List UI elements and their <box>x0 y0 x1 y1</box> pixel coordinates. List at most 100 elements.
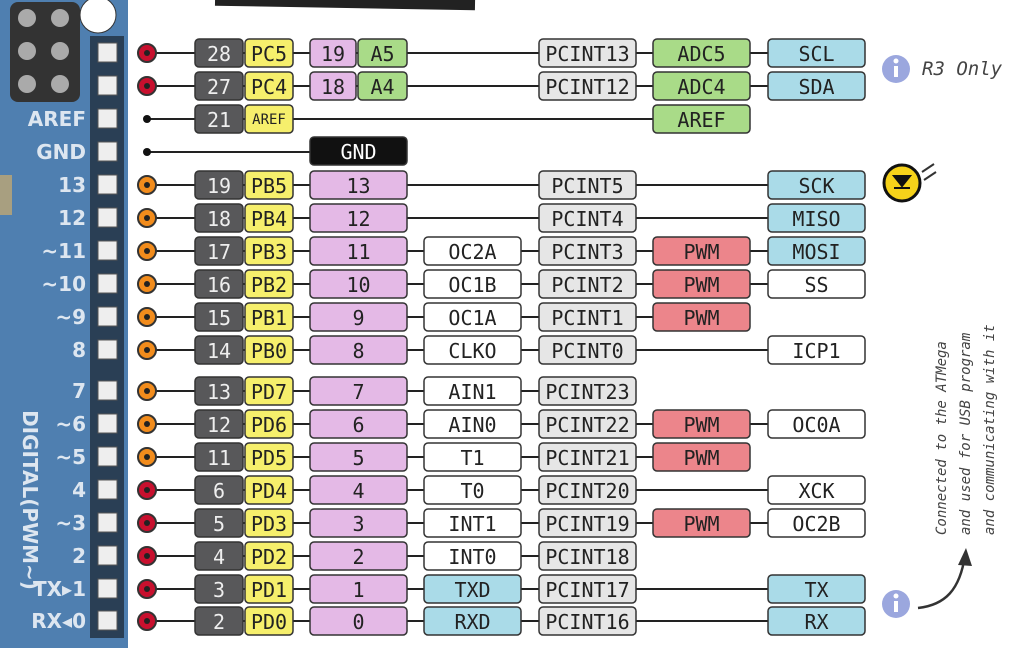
pcint-box <box>538 606 637 636</box>
pcint-label: PCINT2 <box>551 273 623 297</box>
port-label: PB0 <box>251 339 287 363</box>
pcint-box <box>538 574 637 604</box>
chip-label: 18 <box>207 207 231 231</box>
port-box <box>244 236 294 266</box>
digital-label: 11 <box>346 240 370 264</box>
pwm-box <box>652 302 751 332</box>
pwm-label: PWM <box>683 446 719 470</box>
alt-box <box>423 475 522 505</box>
analog-label: A4 <box>370 75 394 99</box>
pin-center <box>144 248 150 254</box>
pwm-label: PWM <box>683 413 719 437</box>
chip-label: 2 <box>213 610 225 634</box>
header-pin <box>97 413 118 434</box>
board-label: RX◂0 <box>31 609 86 633</box>
header-pin <box>97 42 118 63</box>
pcint-box <box>538 475 637 505</box>
alt-label: CLKO <box>448 339 496 363</box>
chip-label: 15 <box>207 306 231 330</box>
note-line: Connected to the ATMega <box>934 341 950 535</box>
pwm-box <box>652 409 751 439</box>
pwm-label: PWM <box>683 512 719 536</box>
chip-box <box>194 38 244 68</box>
comm-box <box>767 574 866 604</box>
pcint-label: PCINT21 <box>545 446 629 470</box>
board-label: ~11 <box>41 239 86 263</box>
port-box <box>244 508 294 538</box>
pwm-label: PWM <box>683 240 719 264</box>
chip-box <box>194 335 244 365</box>
pin-center <box>144 618 150 624</box>
comm-box <box>767 269 866 299</box>
pwm-box <box>652 38 751 68</box>
digital-box <box>309 442 408 472</box>
pin-center <box>144 182 150 188</box>
pwm-label: ADC4 <box>677 75 725 99</box>
digital-label: 1 <box>352 578 364 602</box>
chip-label: 28 <box>207 42 231 66</box>
alt-label: T1 <box>460 446 484 470</box>
alt-label: INT1 <box>448 512 496 536</box>
header-pin <box>97 446 118 467</box>
chip-box <box>194 71 244 101</box>
pcint-box <box>538 335 637 365</box>
alt-label: OC2A <box>448 240 496 264</box>
chip-label: 5 <box>213 512 225 536</box>
component <box>0 175 12 215</box>
alt-box <box>423 269 522 299</box>
pwm-label: ADC5 <box>677 42 725 66</box>
digital-box <box>309 71 357 101</box>
alt-box <box>423 606 522 636</box>
pin-center <box>144 421 150 427</box>
analog-box <box>357 71 408 101</box>
digital-label: 2 <box>352 545 364 569</box>
alt-label: OC1B <box>448 273 496 297</box>
port-box <box>244 38 294 68</box>
note-line: and communicating with it <box>982 324 998 535</box>
comm-label: MOSI <box>792 240 840 264</box>
comm-box <box>767 203 866 233</box>
board-label: GND <box>36 140 86 164</box>
port-label: PD5 <box>251 446 287 470</box>
digital-box <box>309 508 408 538</box>
arrow-head <box>958 548 972 566</box>
pwm-box <box>652 104 751 134</box>
alt-box <box>423 236 522 266</box>
digital-box <box>309 38 357 68</box>
alt-label: RXD <box>454 610 490 634</box>
chip-label: 16 <box>207 273 231 297</box>
digital-label: 0 <box>352 610 364 634</box>
port-label: PC5 <box>251 42 287 66</box>
pwm-label: AREF <box>677 108 725 132</box>
chip-box <box>194 574 244 604</box>
board-label: 8 <box>72 338 86 362</box>
pwm-label: PWM <box>683 306 719 330</box>
pcint-label: PCINT20 <box>545 479 629 503</box>
alt-label: INT0 <box>448 545 496 569</box>
pin-center <box>144 83 150 89</box>
digital-label: 9 <box>352 306 364 330</box>
port-box <box>244 376 294 406</box>
usb-note: Connected to the ATMega and used for USB … <box>934 324 998 535</box>
port-box <box>244 170 294 200</box>
pcint-box <box>538 442 637 472</box>
port-label: PD0 <box>251 610 287 634</box>
digital-box <box>309 236 408 266</box>
comm-label: OC0A <box>792 413 840 437</box>
digital-label: 4 <box>352 479 364 503</box>
comm-label: SDA <box>798 75 834 99</box>
pin-center <box>144 314 150 320</box>
comm-label: MISO <box>792 207 840 231</box>
chip-box <box>194 104 244 134</box>
component <box>214 0 476 11</box>
digital-box <box>309 409 408 439</box>
comm-box <box>767 606 866 636</box>
chip-label: 12 <box>207 413 231 437</box>
header-pin <box>97 108 118 129</box>
header-pin <box>97 207 118 228</box>
chip-label: 19 <box>207 174 231 198</box>
hole <box>79 0 117 34</box>
alt-box <box>423 376 522 406</box>
digital-label: 3 <box>352 512 364 536</box>
